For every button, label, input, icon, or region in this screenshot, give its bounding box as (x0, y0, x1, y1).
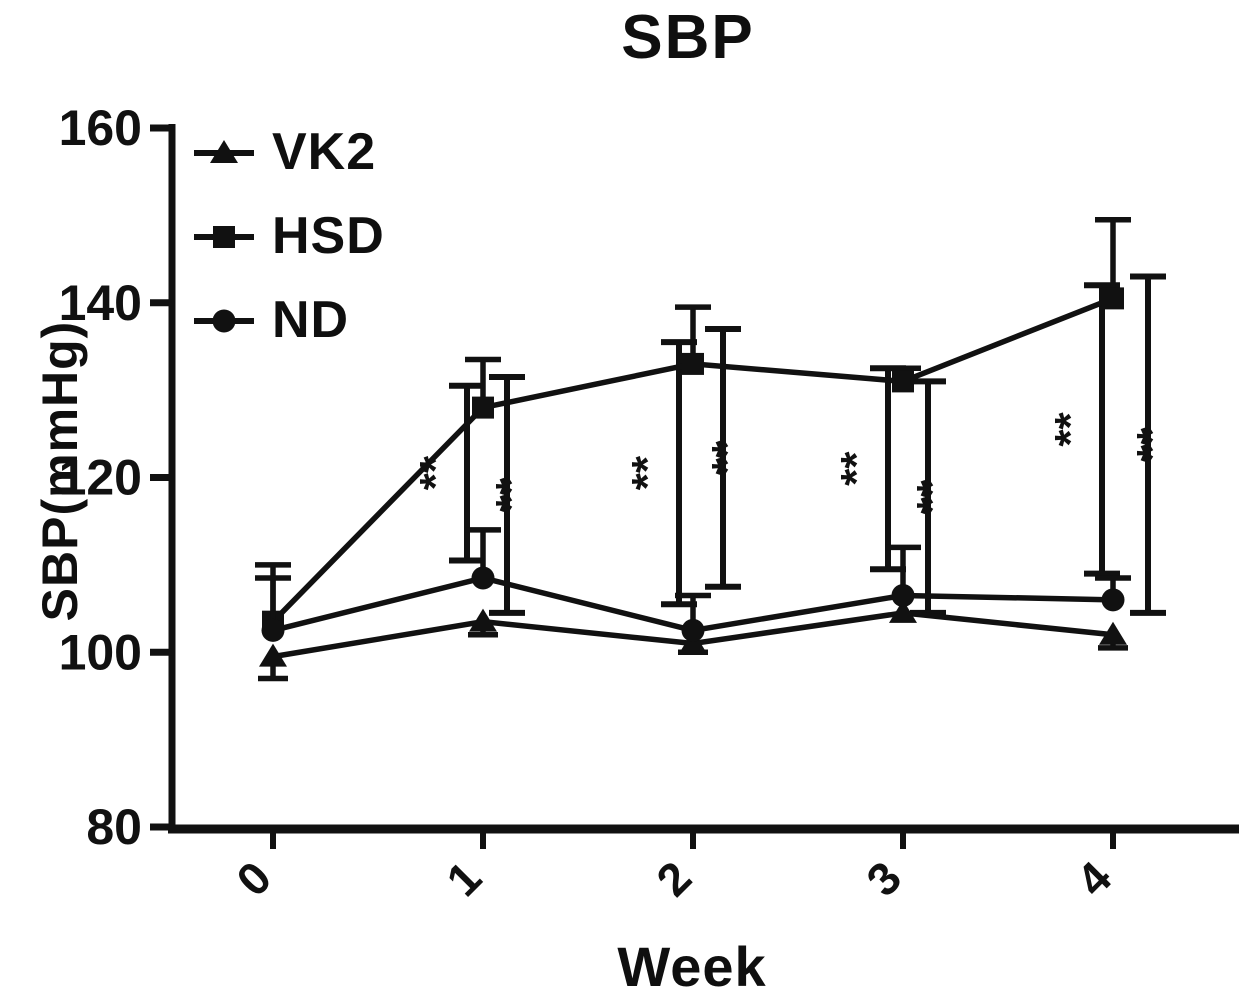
marker-square-hsd (472, 396, 494, 419)
y-tick-label: 160 (59, 100, 142, 156)
triangle-marker-icon (194, 140, 254, 163)
marker-triangle-vk2 (259, 643, 287, 667)
marker-triangle-vk2 (889, 599, 917, 623)
series-nd (255, 527, 1131, 642)
legend-label: VK2 (272, 123, 377, 181)
marker-circle-nd (681, 618, 705, 642)
legend-item-nd: ND (192, 294, 385, 346)
significance-bracket: ** (832, 365, 906, 573)
marker-circle-nd (471, 566, 495, 590)
legend-item-vk2: VK2 (192, 126, 385, 178)
legend-marker (212, 309, 236, 333)
y-tick-label: 80 (86, 799, 142, 855)
significance-label: ** (832, 451, 881, 486)
x-tick-label: 4 (1066, 851, 1121, 906)
chart-legend: VK2 HSD ND (192, 126, 385, 346)
significance-label: ** (1128, 427, 1177, 462)
legend-item-hsd: HSD (192, 210, 385, 262)
y-tick-label: 120 (59, 450, 142, 506)
marker-circle-nd (891, 583, 915, 607)
marker-circle-nd (261, 618, 285, 642)
significance-label: ** (908, 479, 957, 514)
significance-bracket: ** (1128, 273, 1177, 616)
significance-label: ** (623, 455, 672, 490)
y-tick-label: 140 (59, 275, 142, 331)
circle-marker-icon (194, 309, 254, 333)
significance-bracket: ** (908, 378, 957, 616)
marker-triangle-vk2 (469, 608, 497, 632)
marker-square-hsd (682, 352, 704, 375)
significance-bracket: ** (487, 374, 536, 616)
marker-square-hsd (892, 370, 914, 393)
series-vk2 (258, 599, 1128, 682)
legend-marker (210, 140, 238, 163)
significance-label: ** (487, 477, 536, 512)
legend-marker (213, 226, 235, 248)
x-tick-label: 0 (226, 851, 281, 906)
x-tick-label: 3 (856, 851, 911, 906)
significance-label: ** (703, 440, 752, 475)
x-tick-label: 2 (646, 851, 701, 906)
marker-circle-nd (1101, 588, 1125, 612)
y-tick-label: 100 (59, 624, 142, 680)
marker-triangle-vk2 (679, 630, 707, 654)
marker-square-hsd (1102, 287, 1124, 310)
legend-label: HSD (272, 207, 385, 265)
significance-bracket: ** (1046, 282, 1120, 577)
significance-bracket: ** (703, 325, 752, 590)
x-tick-label: 1 (436, 851, 491, 906)
legend-label: ND (272, 291, 350, 349)
marker-triangle-vk2 (1099, 621, 1127, 645)
significance-label: ** (1046, 411, 1095, 446)
square-marker-icon (194, 226, 254, 248)
significance-bracket: ** (623, 339, 697, 608)
chart-title: SBP (621, 3, 755, 72)
series-hsd (255, 216, 1131, 633)
x-axis-title: Week (617, 935, 767, 998)
